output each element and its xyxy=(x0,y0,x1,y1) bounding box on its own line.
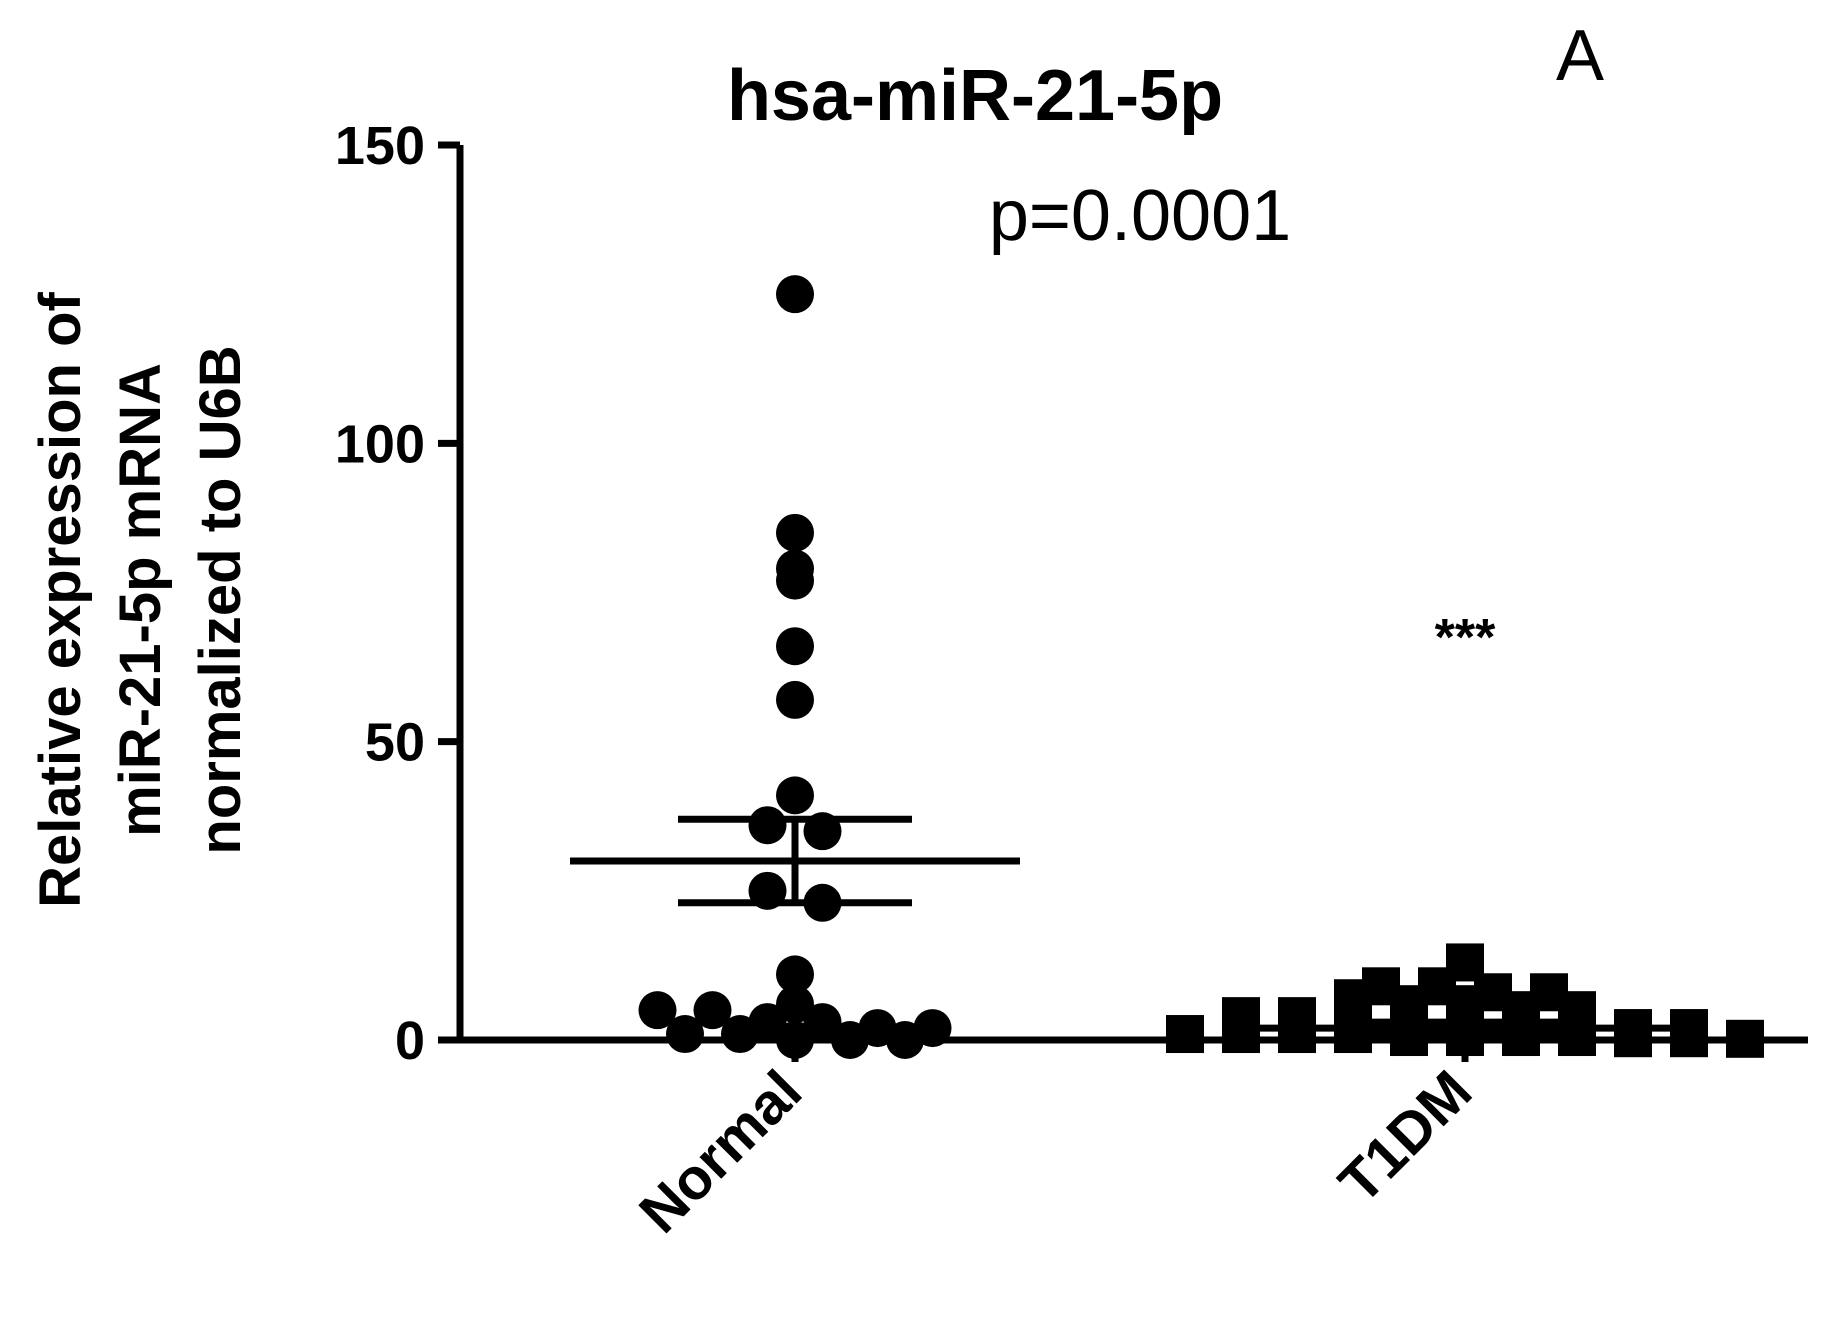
x-categories: Normal T1DM xyxy=(627,1040,1484,1245)
t1dm-data-point xyxy=(1530,973,1568,1012)
normal-data-point xyxy=(803,1003,842,1042)
x-category-label: Normal xyxy=(627,1058,814,1245)
y-tick-label: 0 xyxy=(395,1011,425,1071)
normal-data-point xyxy=(638,991,677,1030)
y-axis-label-line-2: miR-21-5p mRNA xyxy=(108,363,173,837)
y-axis-label-line-3: normalized to U6B xyxy=(188,345,253,854)
t1dm-data-point xyxy=(1446,943,1484,982)
normal-data-point xyxy=(776,627,814,666)
normal-data-point xyxy=(748,1003,787,1042)
y-ticks: 0 50 100 150 xyxy=(335,116,460,1071)
y-axis-label: Relative expression of miR-21-5p mRNA no… xyxy=(28,291,253,907)
significance-marker: *** xyxy=(1435,609,1496,667)
normal-data-point xyxy=(776,549,814,588)
normal-data-point xyxy=(913,1009,952,1048)
chart-title: hsa-miR-21-5p xyxy=(727,56,1223,136)
data-marks xyxy=(638,275,1764,1059)
y-tick-label: 50 xyxy=(365,713,425,773)
normal-data-point xyxy=(776,680,814,719)
panel-label: A xyxy=(1556,16,1604,96)
normal-data-point xyxy=(776,985,814,1024)
normal-data-point xyxy=(776,513,814,552)
t1dm-data-point xyxy=(1166,1015,1204,1054)
y-tick-label: 100 xyxy=(335,414,425,474)
normal-data-point xyxy=(748,806,787,845)
p-value-annotation: p=0.0001 xyxy=(989,176,1291,256)
normal-data-point xyxy=(776,776,814,815)
y-tick-label: 150 xyxy=(335,116,425,176)
x-category-label: T1DM xyxy=(1327,1058,1485,1216)
normal-data-point xyxy=(776,955,814,994)
normal-data-point xyxy=(858,1009,897,1048)
t1dm-data-point xyxy=(1726,1019,1764,1058)
y-axis-label-line-1: Relative expression of xyxy=(28,291,93,907)
normal-data-point xyxy=(666,1015,704,1054)
normal-data-point xyxy=(693,991,732,1030)
t1dm-data-point xyxy=(1362,967,1400,1006)
normal-data-point xyxy=(776,275,814,314)
summary-stats: *** xyxy=(570,609,1690,1038)
normal-data-point xyxy=(776,1021,814,1059)
